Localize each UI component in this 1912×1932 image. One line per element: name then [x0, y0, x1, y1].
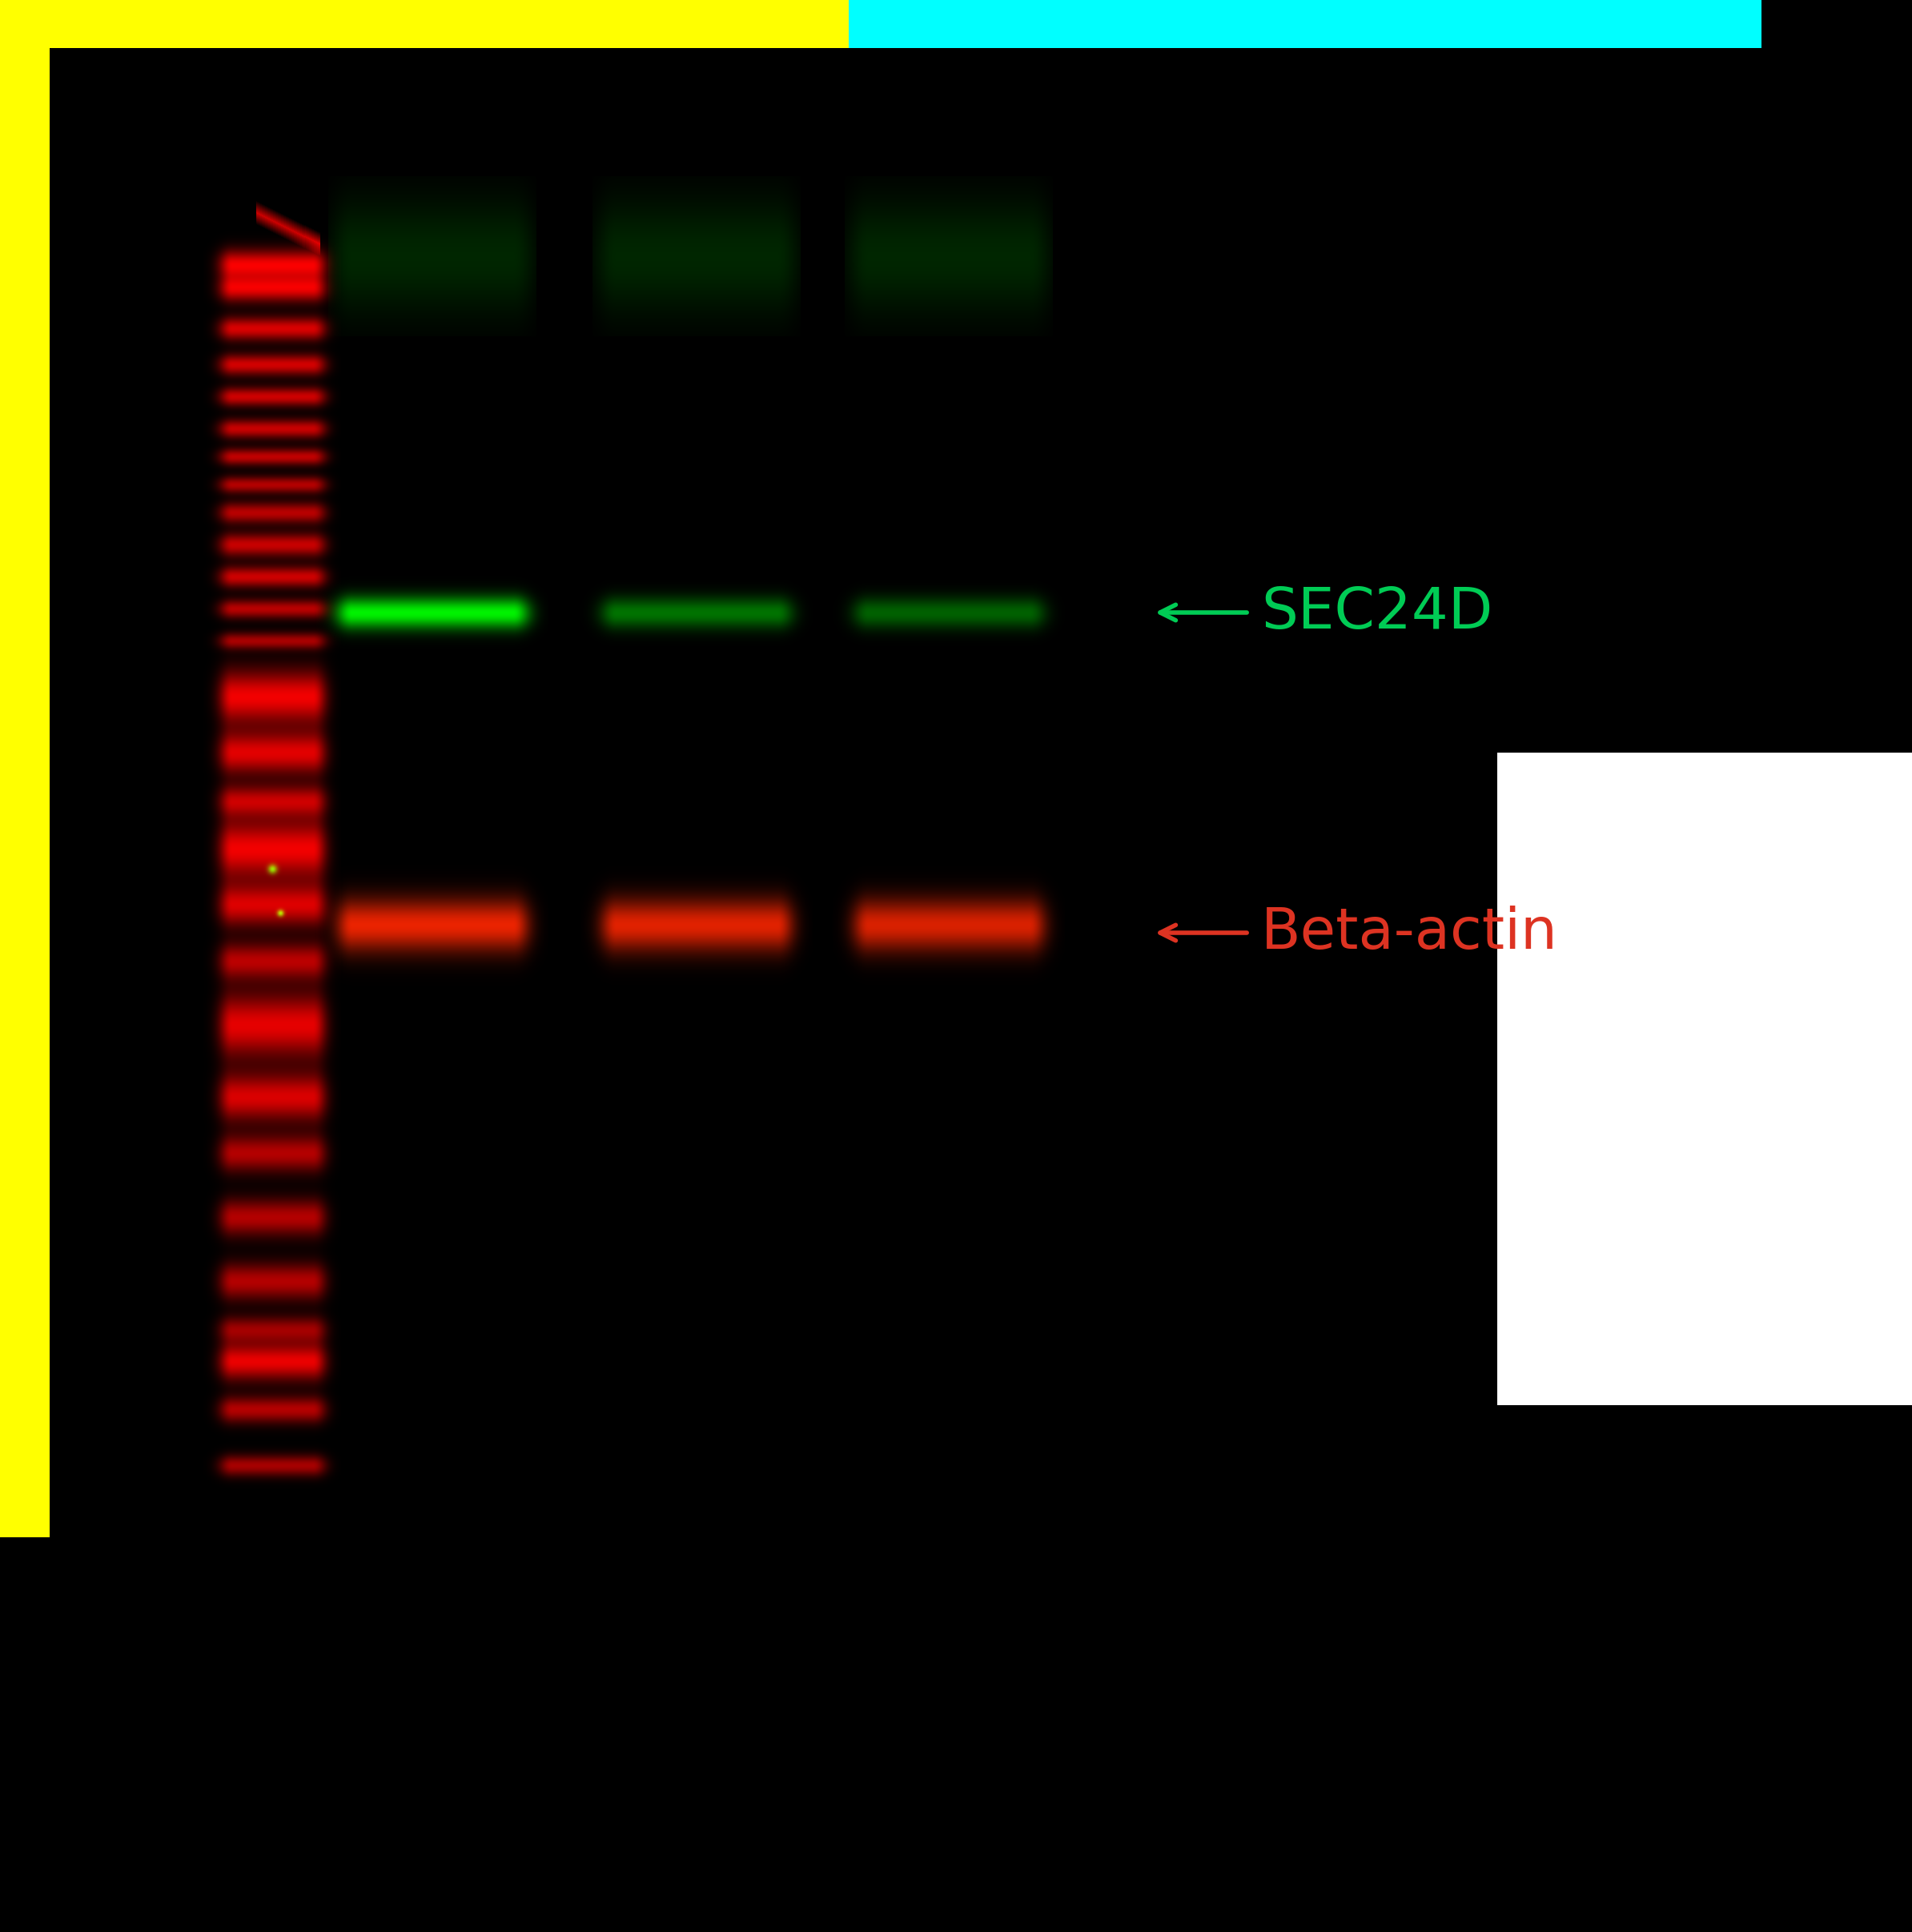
Text: SEC24D: SEC24D [1262, 585, 1493, 639]
Text: Beta-actin: Beta-actin [1262, 906, 1558, 960]
